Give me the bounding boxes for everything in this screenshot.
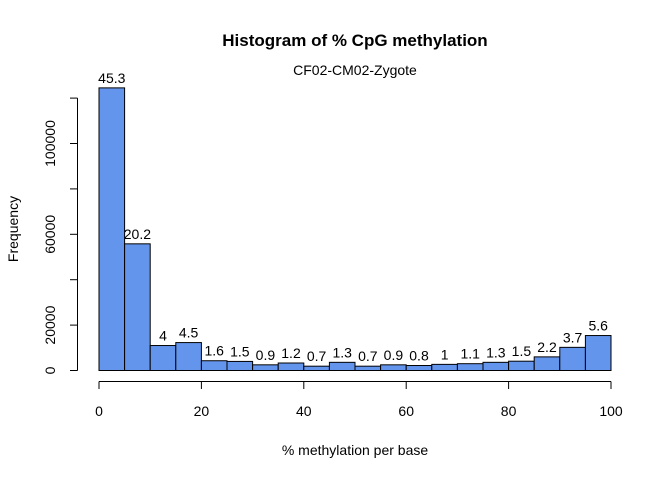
histogram-bar (584, 335, 612, 371)
bar-value-label: 0.9 (384, 347, 404, 363)
y-tick-label: 0 (42, 366, 58, 374)
histogram-bar (508, 360, 535, 371)
x-tick-label: 100 (599, 403, 623, 419)
y-axis-label: Frequency (5, 196, 21, 262)
histogram-bar (431, 363, 458, 372)
chart-title: Histogram of % CpG methylation (222, 31, 487, 50)
histogram-bar (277, 362, 305, 372)
bar-value-label: 0.7 (307, 348, 327, 364)
x-tick-label: 60 (398, 403, 414, 419)
bar-value-label: 1.5 (512, 343, 532, 359)
x-axis-label: % methylation per base (282, 442, 429, 458)
histogram-bar (200, 360, 228, 372)
histogram-bar (124, 243, 151, 371)
x-tick-label: 80 (501, 403, 517, 419)
x-tick-label: 40 (296, 403, 312, 419)
bar-value-label: 2.2 (537, 339, 557, 355)
y-tick-label: 20000 (42, 305, 58, 344)
x-tick-label: 0 (95, 403, 103, 419)
bar-value-label: 1.2 (281, 345, 301, 361)
histogram-bar (533, 356, 561, 372)
histogram-bar (303, 365, 330, 372)
bar-value-label: 20.2 (124, 226, 151, 242)
histogram-bar (559, 346, 586, 372)
bar-value-label: 0.9 (256, 347, 276, 363)
bar-value-label: 4 (159, 328, 167, 344)
y-tick-label: 100000 (42, 120, 58, 167)
histogram-bar (226, 360, 254, 372)
histogram-bar (380, 364, 407, 372)
bar-value-label: 0.7 (358, 348, 378, 364)
histogram-bar (252, 364, 279, 372)
bar-value-label: 1.3 (332, 344, 352, 360)
bars-group (98, 87, 612, 372)
y-axis: 0 20000 60000 100000 (42, 97, 78, 374)
bar-value-label: 1.5 (230, 343, 250, 359)
bar-labels-group: 45.3 20.2 4 4.5 1.6 1.5 0.9 1.2 0.7 1.3 0.7 0.9 0.8 1… (98, 70, 608, 364)
histogram-bar (405, 365, 433, 372)
histogram-bar (175, 342, 202, 372)
bar-value-label: 5.6 (588, 318, 608, 334)
histogram-bar (456, 363, 484, 372)
x-axis: 0 20 40 60 80 100 (95, 381, 623, 419)
bar-value-label: 4.5 (179, 325, 199, 341)
chart-subtitle: CF02-CM02-Zygote (293, 62, 417, 78)
bar-value-label: 1.6 (204, 343, 224, 359)
x-tick-label: 20 (194, 403, 210, 419)
bar-value-label: 1.1 (460, 346, 480, 362)
bar-value-label: 1.3 (486, 344, 506, 360)
histogram-bar (149, 345, 177, 371)
histogram-bar (98, 87, 126, 371)
bar-value-label: 45.3 (98, 70, 125, 86)
bar-value-label: 0.8 (409, 348, 429, 364)
histogram-bar (354, 365, 382, 372)
histogram-bar (482, 361, 510, 372)
bar-value-label: 3.7 (563, 329, 583, 345)
y-tick-label: 60000 (42, 215, 58, 254)
histogram-bar (328, 361, 356, 372)
bar-value-label: 1 (441, 346, 449, 362)
